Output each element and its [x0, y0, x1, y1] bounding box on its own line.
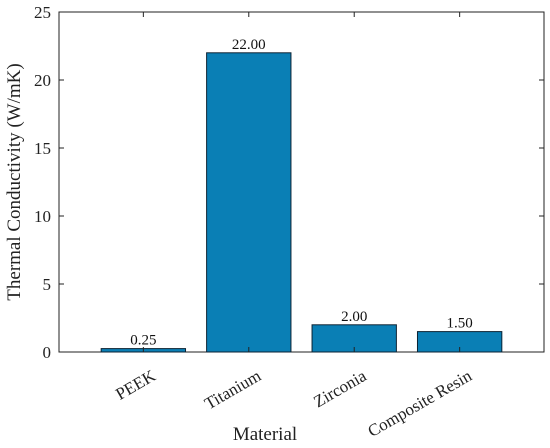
- x-tick-label: Titanium: [201, 366, 264, 413]
- y-axis-label: Thermal Conductivity (W/mK): [4, 63, 25, 300]
- x-tick-label: Composite Resin: [364, 366, 475, 441]
- plot-area: [58, 11, 545, 353]
- bar-value-label: 22.00: [232, 37, 266, 53]
- bar-titanium: [206, 52, 292, 353]
- bar-data-labels: 0.25 22.00 2.00 1.50: [130, 37, 473, 349]
- plot-frame: [58, 11, 545, 353]
- y-tick-label: 5: [43, 275, 52, 294]
- bar-zirconia: [311, 324, 397, 353]
- x-axis-label: Material: [233, 424, 297, 445]
- x-tick-label: Zirconia: [310, 366, 370, 411]
- y-tick-label: 20: [34, 71, 51, 90]
- bars-group: [100, 52, 503, 353]
- y-tick-label: 10: [34, 207, 51, 226]
- y-axis-ticks: 0 5 10 15 20 25: [34, 3, 544, 362]
- bar-value-label: 2.00: [341, 309, 367, 325]
- y-tick-label: 25: [34, 3, 51, 22]
- x-tick-label: PEEK: [112, 366, 159, 404]
- y-tick-label: 15: [34, 139, 51, 158]
- y-tick-label: 0: [43, 343, 52, 362]
- bar-value-label: 1.50: [447, 316, 473, 332]
- bar-value-label: 0.25: [130, 333, 156, 349]
